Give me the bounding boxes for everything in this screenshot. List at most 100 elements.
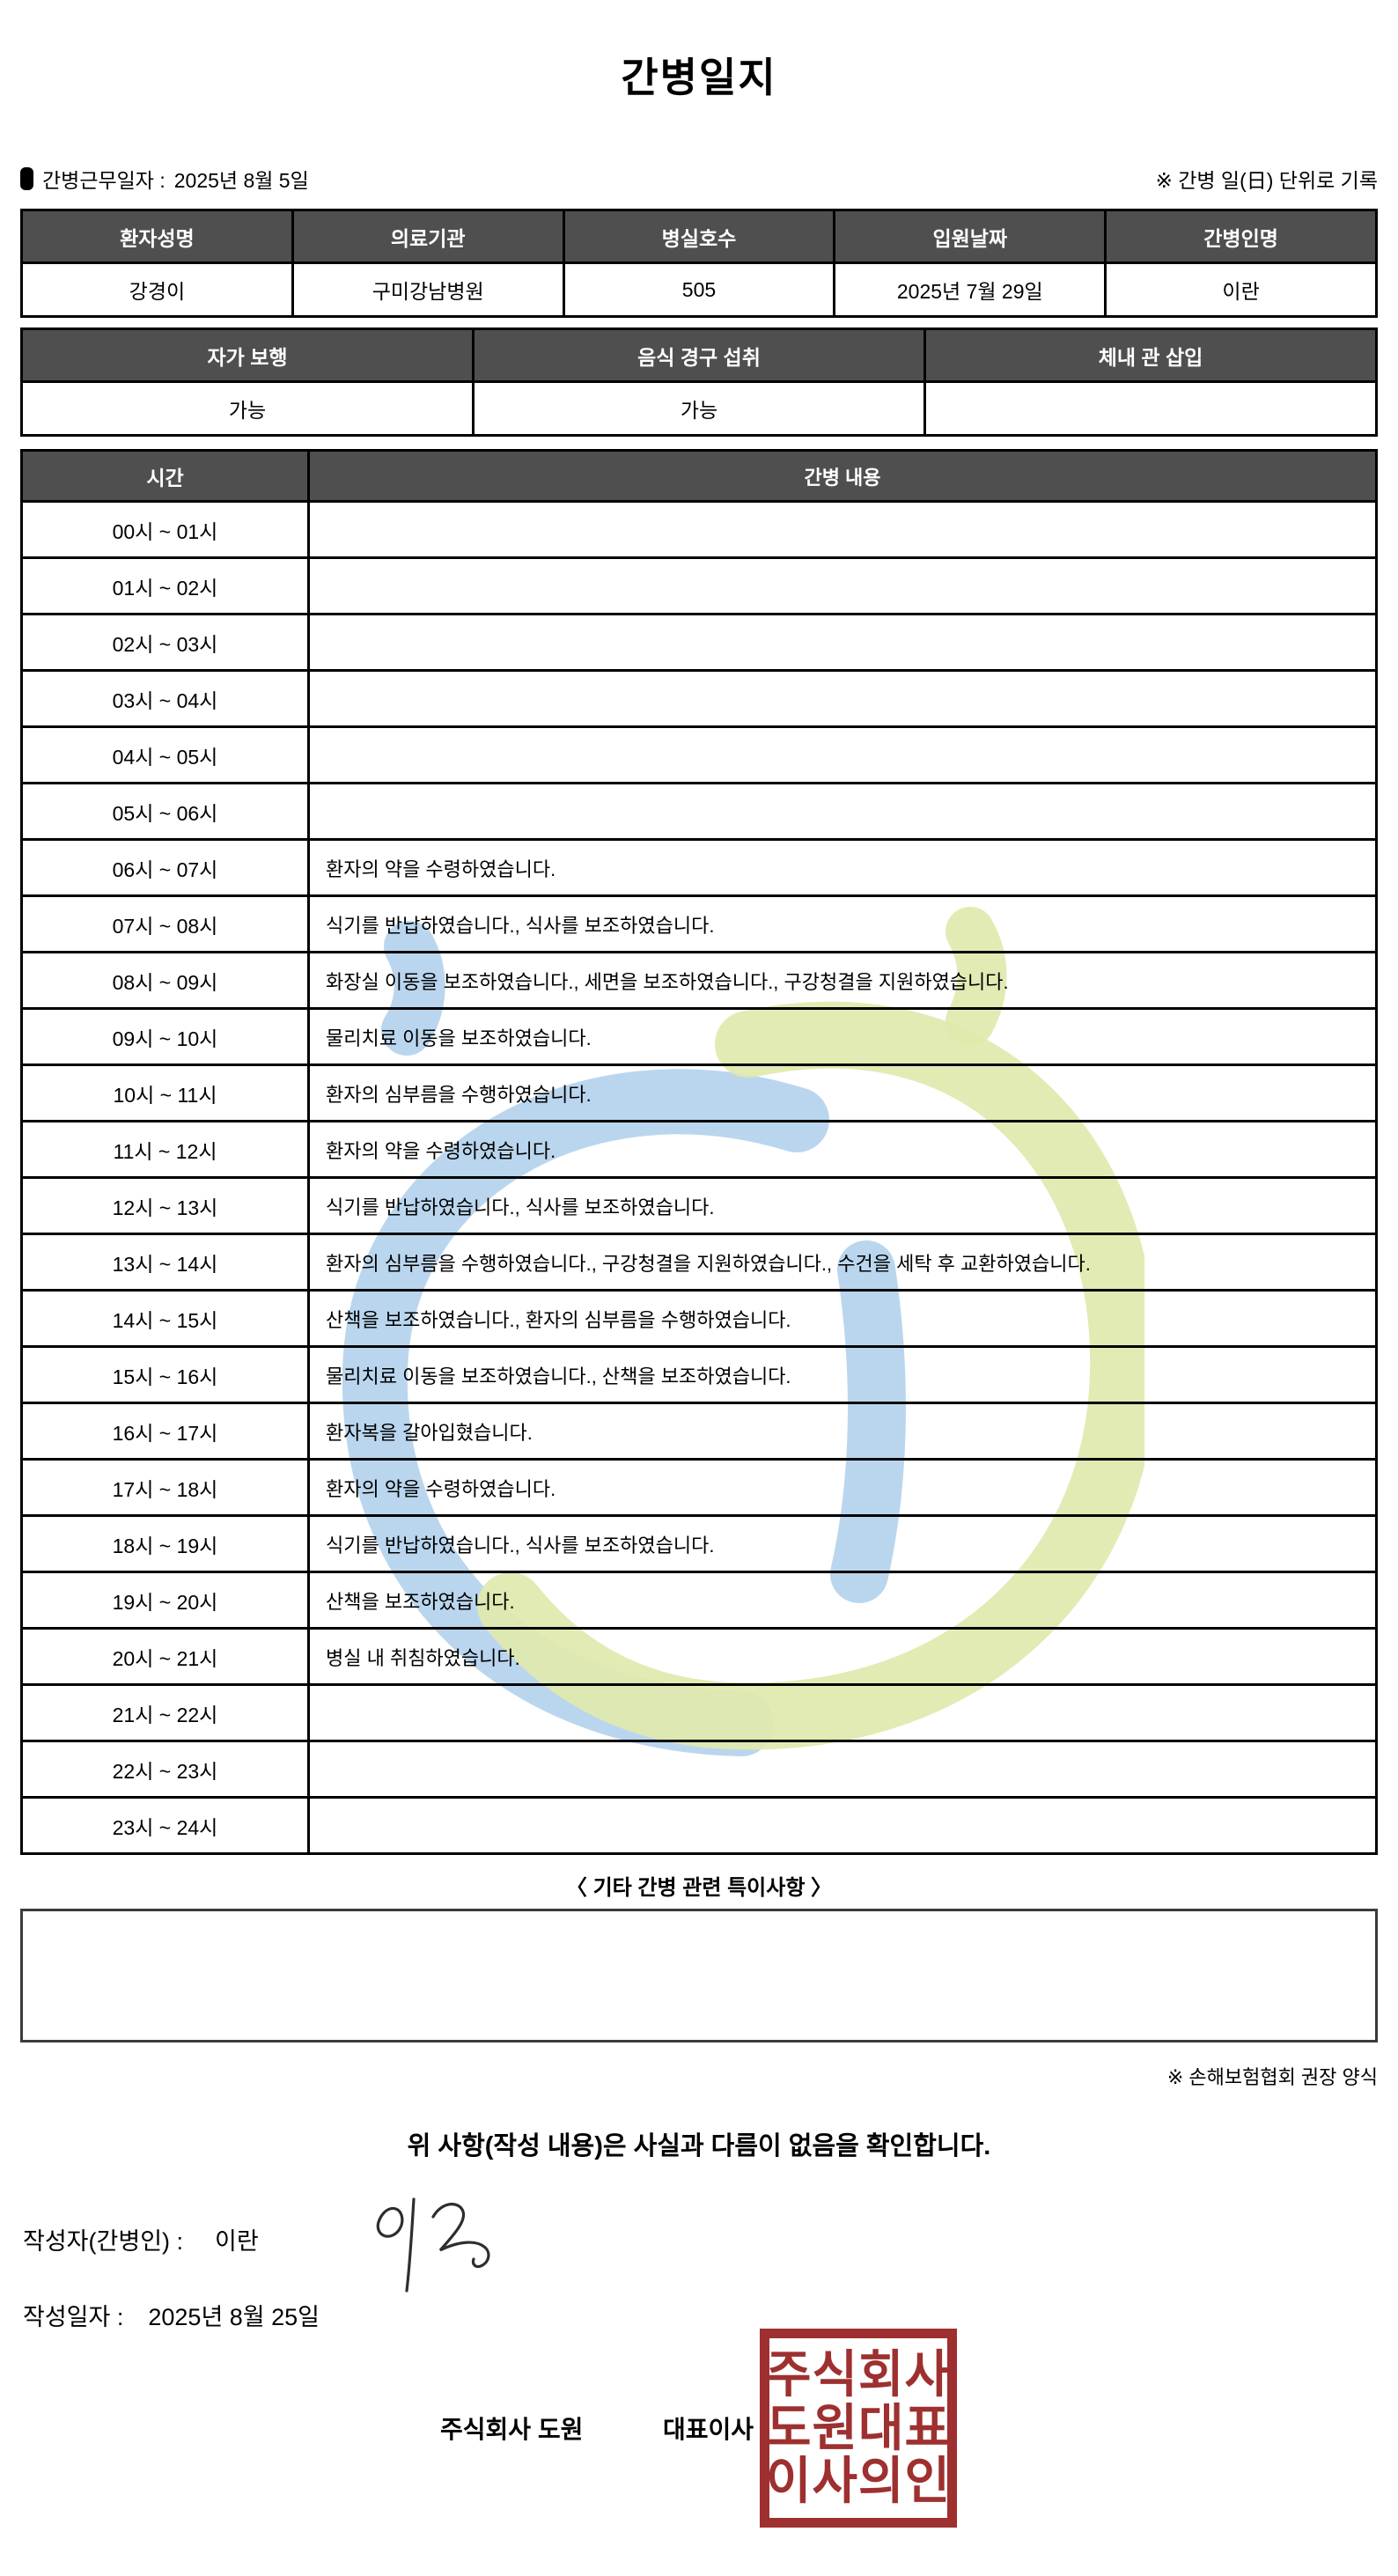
schedule-content-cell bbox=[307, 559, 1375, 613]
schedule-row: 12시 ~ 13시 식기를 반납하였습니다., 식사를 보조하였습니다. bbox=[23, 1176, 1375, 1233]
schedule-content-cell: 물리치료 이동을 보조하였습니다. bbox=[307, 1010, 1375, 1064]
schedule-time-cell: 22시 ~ 23시 bbox=[112, 1759, 218, 1783]
writer-label: 작성자(간병인) : bbox=[23, 2228, 184, 2255]
patient-header-cell: 환자성명 bbox=[23, 211, 291, 261]
schedule-content-cell: 식기를 반납하였습니다., 식사를 보조하였습니다. bbox=[307, 1517, 1375, 1571]
schedule-content-cell: 물리치료 이동을 보조하였습니다., 산책을 보조하였습니다. bbox=[307, 1348, 1375, 1402]
schedule-content-cell bbox=[307, 1742, 1375, 1796]
patient-info-table: 환자성명 의료기관 병실호수 입원날짜 간병인명 강경이 구미강남병원 505 2025년 7… bbox=[20, 209, 1378, 318]
schedule-time-cell: 14시 ~ 15시 bbox=[112, 1308, 218, 1332]
stamp-line-2: 도원대표 bbox=[765, 2399, 952, 2456]
schedule-row: 07시 ~ 08시 식기를 반납하였습니다., 식사를 보조하였습니다. bbox=[23, 894, 1375, 951]
schedule-row: 02시 ~ 03시 bbox=[23, 613, 1375, 669]
schedule-time-cell: 18시 ~ 19시 bbox=[112, 1534, 218, 1557]
patient-header-cell: 간병인명 bbox=[1104, 211, 1375, 261]
schedule-content-cell: 화장실 이동을 보조하였습니다., 세면을 보조하였습니다., 구강청결을 지원… bbox=[307, 953, 1375, 1007]
handwritten-signature bbox=[376, 2197, 490, 2293]
schedule-content-cell bbox=[307, 672, 1375, 725]
status-value-cell: 가능 bbox=[228, 399, 267, 422]
patient-value-cell: 구미강남병원 bbox=[291, 264, 563, 315]
schedule-time-cell: 15시 ~ 16시 bbox=[112, 1365, 218, 1388]
watermark-green-comma bbox=[945, 907, 1007, 1046]
schedule-content-cell bbox=[307, 1799, 1375, 1852]
insurance-form-note: ※ 손해보험협회 권장 양식 bbox=[1166, 2066, 1378, 2088]
care-schedule-table: 시간 간병 내용 00시 ~ 01시 01시 ~ 02시 02시 ~ 03시 03시 … bbox=[20, 449, 1378, 1855]
schedule-time-cell: 20시 ~ 21시 bbox=[112, 1646, 218, 1670]
patient-header-cell: 의료기관 bbox=[291, 211, 563, 261]
schedule-content-header: 간병 내용 bbox=[307, 452, 1375, 500]
schedule-time-cell: 00시 ~ 01시 bbox=[112, 519, 218, 543]
patient-value-cell: 강경이 bbox=[129, 280, 186, 303]
patient-value-cell: 2025년 7월 29일 bbox=[833, 264, 1104, 315]
schedule-row: 18시 ~ 19시 식기를 반납하였습니다., 식사를 보조하였습니다. bbox=[23, 1514, 1375, 1571]
patient-header-cell: 입원날짜 bbox=[833, 211, 1105, 261]
schedule-content-cell: 산책을 보조하였습니다., 환자의 심부름을 수행하였습니다. bbox=[307, 1292, 1375, 1345]
written-date-label: 작성일자 : bbox=[23, 2304, 124, 2330]
schedule-content-cell: 환자의 심부름을 수행하였습니다. bbox=[307, 1066, 1375, 1120]
hospital-logo-watermark bbox=[342, 907, 1144, 1756]
status-value-cell bbox=[923, 383, 1375, 434]
schedule-row: 13시 ~ 14시 환자의 심부름을 수행하였습니다., 구강청결을 지원하였습니… bbox=[23, 1233, 1375, 1289]
schedule-content-cell: 식기를 반납하였습니다., 식사를 보조하였습니다. bbox=[307, 1179, 1375, 1233]
work-date-line: 간병근무일자 : 2025년 8월 5일 bbox=[20, 164, 309, 194]
patient-value-cell: 505 bbox=[562, 264, 834, 315]
stamp-line-3: 이사의인 bbox=[765, 2452, 952, 2509]
schedule-time-cell: 10시 ~ 11시 bbox=[113, 1083, 217, 1107]
schedule-time-cell: 01시 ~ 02시 bbox=[112, 576, 218, 600]
schedule-time-cell: 09시 ~ 10시 bbox=[112, 1027, 218, 1050]
schedule-row: 23시 ~ 24시 bbox=[23, 1796, 1375, 1852]
schedule-content-cell: 환자의 심부름을 수행하였습니다., 구강청결을 지원하였습니다., 수건을 세… bbox=[307, 1235, 1375, 1289]
status-header-cell: 음식 경구 섭취 bbox=[472, 330, 923, 380]
status-header-cell: 체내 관 삽입 bbox=[923, 330, 1375, 380]
schedule-row: 04시 ~ 05시 bbox=[23, 725, 1375, 782]
schedule-row: 00시 ~ 01시 bbox=[23, 500, 1375, 556]
schedule-row: 19시 ~ 20시 산책을 보조하였습니다. bbox=[23, 1571, 1375, 1627]
schedule-time-cell: 17시 ~ 18시 bbox=[112, 1477, 218, 1501]
schedule-time-cell: 11시 ~ 12시 bbox=[113, 1139, 217, 1163]
watermark-blue-comma bbox=[381, 921, 445, 1056]
schedule-content-cell: 환자의 약을 수령하였습니다. bbox=[307, 1461, 1375, 1514]
schedule-row: 11시 ~ 12시 환자의 약을 수령하였습니다. bbox=[23, 1120, 1375, 1176]
stamp-line-1: 주식회사 bbox=[765, 2345, 952, 2403]
status-header-cell: 자가 보행 bbox=[23, 330, 472, 380]
schedule-row: 21시 ~ 22시 bbox=[23, 1683, 1375, 1740]
schedule-content-cell bbox=[307, 615, 1375, 669]
schedule-content-cell: 식기를 반납하였습니다., 식사를 보조하였습니다. bbox=[307, 897, 1375, 951]
corporate-seal-stamp: 주식회사 도원대표 이사의인 bbox=[760, 2329, 957, 2528]
patient-value-cell: 이란 bbox=[1104, 264, 1375, 315]
patient-status-table: 자가 보행 음식 경구 섭취 체내 관 삽입 가능 가능 bbox=[20, 328, 1378, 437]
schedule-time-cell: 02시 ~ 03시 bbox=[112, 632, 218, 656]
schedule-time-cell: 03시 ~ 04시 bbox=[112, 688, 218, 712]
schedule-row: 09시 ~ 10시 물리치료 이동을 보조하였습니다. bbox=[23, 1007, 1375, 1064]
written-date-value: 2025년 8월 25일 bbox=[148, 2304, 320, 2330]
work-date-label: 간병근무일자 : bbox=[42, 169, 166, 192]
schedule-time-cell: 12시 ~ 13시 bbox=[112, 1196, 218, 1219]
status-header-row: 자가 보행 음식 경구 섭취 체내 관 삽입 bbox=[23, 330, 1375, 380]
schedule-row: 14시 ~ 15시 산책을 보조하였습니다., 환자의 심부름을 수행하였습니다. bbox=[23, 1289, 1375, 1345]
schedule-row: 15시 ~ 16시 물리치료 이동을 보조하였습니다., 산책을 보조하였습니다. bbox=[23, 1345, 1375, 1402]
schedule-time-cell: 08시 ~ 09시 bbox=[112, 970, 218, 994]
status-value-row: 가능 가능 bbox=[23, 380, 1375, 434]
confirmation-statement: 위 사항(작성 내용)은 사실과 다름이 없음을 확인합니다. bbox=[407, 2132, 991, 2160]
schedule-row: 03시 ~ 04시 bbox=[23, 669, 1375, 725]
square-bullet-icon bbox=[20, 167, 33, 190]
work-date-value: 2025년 8월 5일 bbox=[173, 169, 309, 192]
schedule-header-row: 시간 간병 내용 bbox=[23, 452, 1375, 500]
unit-note: ※ 간병 일(日) 단위로 기록 bbox=[1155, 169, 1378, 192]
schedule-time-cell: 21시 ~ 22시 bbox=[112, 1703, 218, 1726]
schedule-row: 16시 ~ 17시 환자복을 갈아입혔습니다. bbox=[23, 1402, 1375, 1458]
notes-box bbox=[20, 1909, 1378, 2042]
schedule-row: 20시 ~ 21시 병실 내 취침하였습니다. bbox=[23, 1627, 1375, 1683]
schedule-content-cell bbox=[307, 728, 1375, 782]
company-name: 주식회사 도원 bbox=[440, 2416, 584, 2443]
schedule-row: 06시 ~ 07시 환자의 약을 수령하였습니다. bbox=[23, 838, 1375, 894]
schedule-content-cell bbox=[307, 503, 1375, 556]
writer-name: 이란 bbox=[215, 2228, 259, 2255]
status-value-cell: 가능 bbox=[472, 383, 923, 434]
schedule-content-cell bbox=[307, 1686, 1375, 1740]
watermark-green-arc bbox=[477, 1001, 1144, 1750]
schedule-row: 05시 ~ 06시 bbox=[23, 782, 1375, 838]
schedule-row: 10시 ~ 11시 환자의 심부름을 수행하였습니다. bbox=[23, 1064, 1375, 1120]
schedule-time-cell: 23시 ~ 24시 bbox=[112, 1815, 218, 1839]
schedule-content-cell bbox=[307, 784, 1375, 838]
